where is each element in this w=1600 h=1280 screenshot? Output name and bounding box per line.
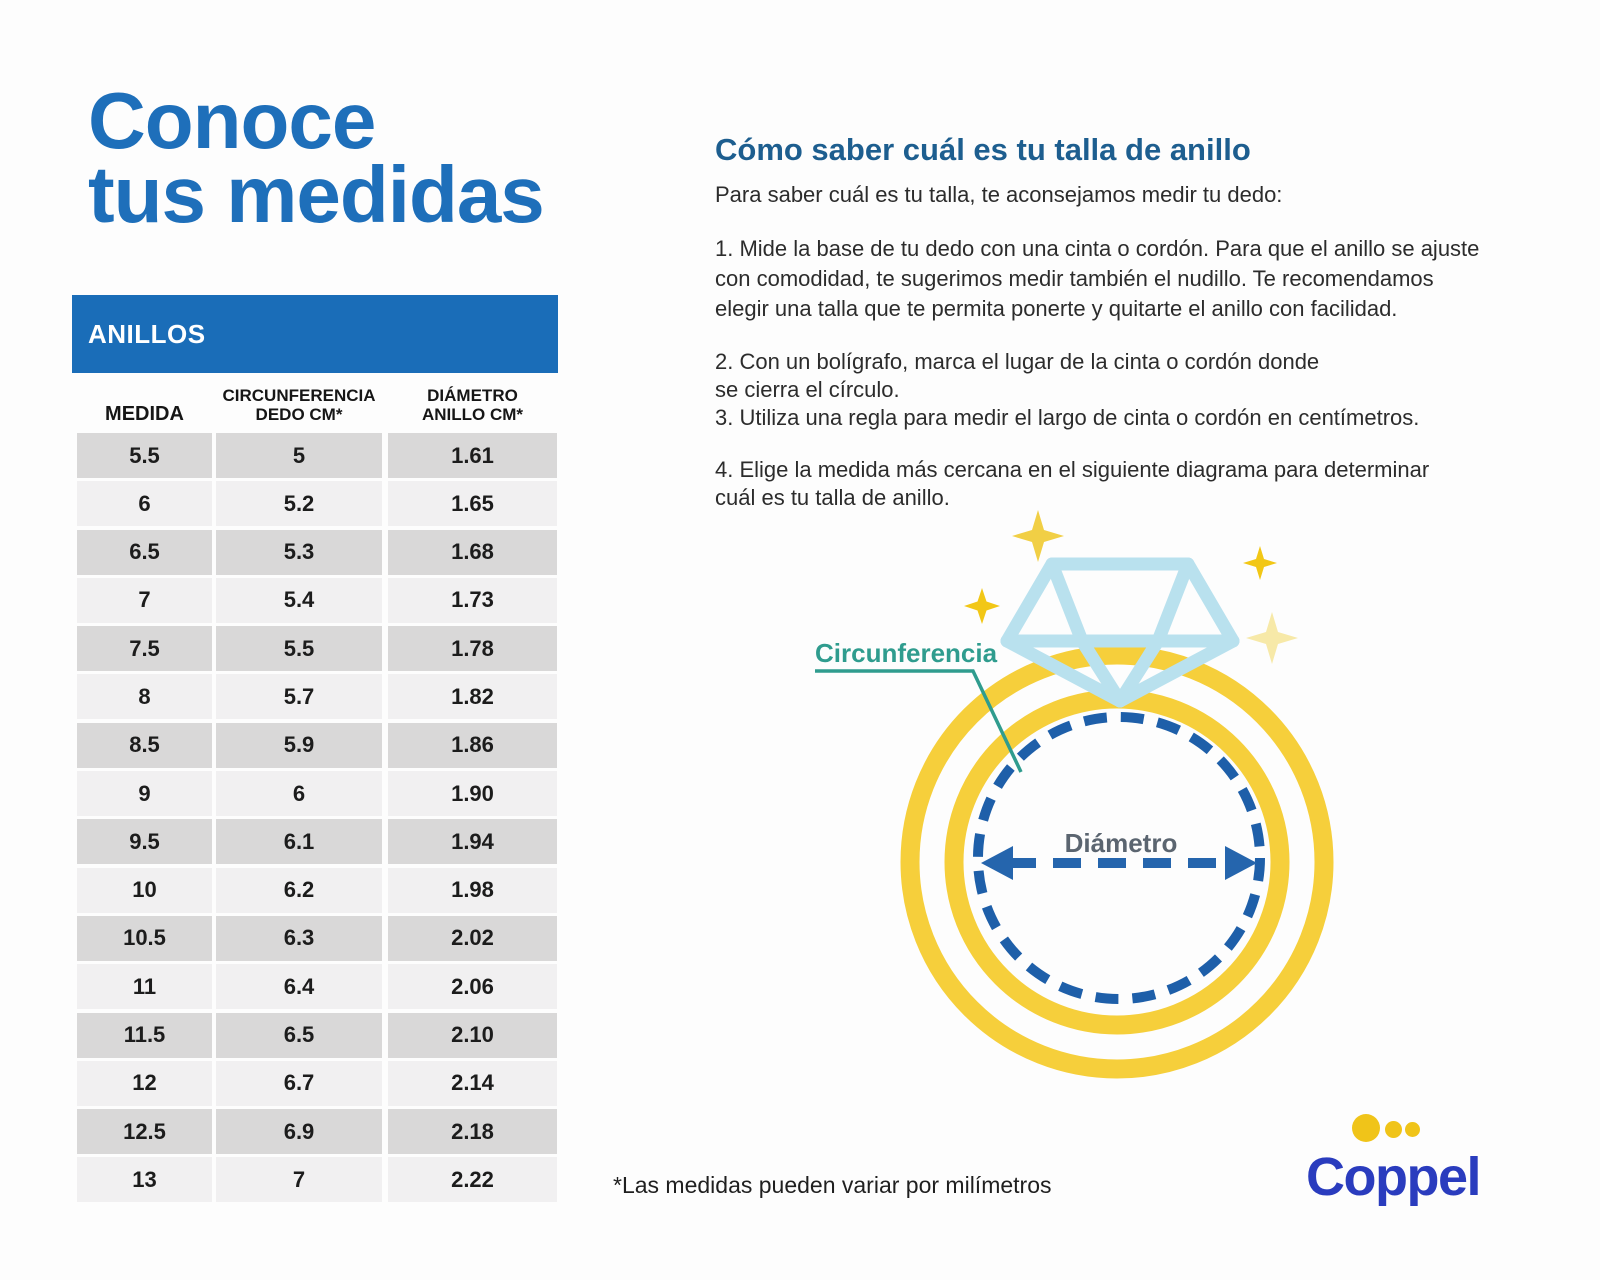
table-row: 8 5.7 1.82 — [77, 674, 557, 720]
table-cell: 5.3 — [216, 529, 382, 575]
table-cell: 2.18 — [388, 1109, 557, 1155]
table-cell: 5.4 — [216, 577, 382, 623]
table-row: 12.5 6.9 2.18 — [77, 1109, 557, 1155]
logo-dot-icon — [1405, 1122, 1420, 1137]
sparkle-icon — [1243, 546, 1277, 580]
circumference-dashed-circle — [973, 712, 1265, 1004]
table-cell: 10 — [77, 867, 212, 913]
table-cell: 11.5 — [77, 1012, 212, 1058]
table-cell: 1.90 — [388, 771, 557, 817]
table-cell: 7 — [77, 577, 212, 623]
circumference-label: Circunferencia — [815, 638, 998, 668]
table-cell: 6.7 — [216, 1060, 382, 1106]
table-cell: 6.5 — [77, 529, 212, 575]
logo-dot-icon — [1352, 1114, 1380, 1142]
table-row: 9.5 6.1 1.94 — [77, 819, 557, 865]
table-cell: 11 — [77, 964, 212, 1010]
table-cell: 7.5 — [77, 626, 212, 672]
table-cell: 8 — [77, 674, 212, 720]
table-row: 11.5 6.5 2.10 — [77, 1012, 557, 1058]
table-cell: 6.4 — [216, 964, 382, 1010]
column-header-circunferencia: CIRCUNFERENCIA DEDO CM* — [222, 386, 376, 424]
table-cell: 5.5 — [216, 626, 382, 672]
table-cell: 7 — [216, 1157, 382, 1203]
rings-table: 5.5 5 1.61 6 5.2 1.65 6.5 5.3 1.68 7 5.4 1.73 7.5 5.5… — [77, 433, 557, 1206]
table-cell: 6.2 — [216, 867, 382, 913]
column-header-medida: MEDIDA — [105, 403, 184, 425]
table-cell: 5.9 — [216, 722, 382, 768]
logo-dot-icon — [1385, 1121, 1402, 1138]
table-cell: 1.78 — [388, 626, 557, 672]
table-cell: 2.06 — [388, 964, 557, 1010]
table-cell: 9 — [77, 771, 212, 817]
table-cell: 6 — [216, 771, 382, 817]
table-cell: 6.9 — [216, 1109, 382, 1155]
table-row: 7 5.4 1.73 — [77, 577, 557, 623]
instruction-step-4: 4. Elige la medida más cercana en el sig… — [715, 457, 1430, 510]
table-cell: 6.5 — [216, 1012, 382, 1058]
table-row: 13 7 2.22 — [77, 1157, 557, 1203]
logo-text: Coppel — [1306, 1147, 1482, 1207]
column-header-diametro: DIÁMETRO ANILLO CM* — [421, 386, 524, 424]
table-row: 10.5 6.3 2.02 — [77, 915, 557, 961]
table-header-label: ANILLOS — [88, 318, 206, 349]
table-row: 6.5 5.3 1.68 — [77, 529, 557, 575]
sparkle-icon — [1246, 612, 1298, 664]
table-cell: 1.86 — [388, 722, 557, 768]
table-cell: 2.14 — [388, 1060, 557, 1106]
table-cell: 6.3 — [216, 915, 382, 961]
table-cell: 2.10 — [388, 1012, 557, 1058]
table-cell: 1.94 — [388, 819, 557, 865]
table-cell: 1.73 — [388, 577, 557, 623]
table-cell: 5.7 — [216, 674, 382, 720]
table-cell: 9.5 — [77, 819, 212, 865]
instructions-heading: Cómo saber cuál es tu talla de anillo — [715, 132, 1251, 167]
sparkle-icon — [964, 588, 1000, 624]
table-cell: 5.2 — [216, 481, 382, 527]
table-row: 11 6.4 2.06 — [77, 964, 557, 1010]
table-cell: 6.1 — [216, 819, 382, 865]
sparkle-icon — [1012, 510, 1064, 562]
table-cell: 12.5 — [77, 1109, 212, 1155]
instruction-steps-2-3: 2. Con un bolígrafo, marca el lugar de l… — [715, 349, 1420, 430]
table-row: 7.5 5.5 1.78 — [77, 626, 557, 672]
instructions-intro: Para saber cuál es tu talla, te aconseja… — [715, 182, 1283, 207]
diamond-icon — [1000, 557, 1240, 708]
table-row: 9 6 1.90 — [77, 771, 557, 817]
table-row: 6 5.2 1.65 — [77, 481, 557, 527]
table-cell: 1.82 — [388, 674, 557, 720]
page-title: Conoce tus medidas — [88, 76, 545, 239]
table-row: 8.5 5.9 1.86 — [77, 722, 557, 768]
table-column-headers: MEDIDA CIRCUNFERENCIA DEDO CM* DIÁMETRO … — [77, 373, 557, 430]
table-cell: 6 — [77, 481, 212, 527]
table-cell: 12 — [77, 1060, 212, 1106]
table-row: 10 6.2 1.98 — [77, 867, 557, 913]
table-cell: 1.68 — [388, 529, 557, 575]
table-cell: 5 — [216, 433, 382, 478]
table-cell: 5.5 — [77, 433, 212, 478]
table-header-bar: ANILLOS — [72, 295, 558, 373]
diameter-label: Diámetro — [1065, 828, 1178, 858]
table-cell: 13 — [77, 1157, 212, 1203]
table-row: 5.5 5 1.61 — [77, 433, 557, 478]
circumference-leader-line — [815, 669, 1023, 773]
ring-band-outer — [900, 645, 1334, 1079]
ring-diagram: Diámetro Circunferencia — [815, 510, 1334, 1079]
table-cell: 1.65 — [388, 481, 557, 527]
table-cell: 1.61 — [388, 433, 557, 478]
diameter-arrow — [981, 846, 1257, 880]
table-row: 12 6.7 2.14 — [77, 1060, 557, 1106]
table-cell: 10.5 — [77, 915, 212, 961]
footnote: *Las medidas pueden variar por milímetro… — [613, 1172, 1052, 1198]
table-cell: 2.22 — [388, 1157, 557, 1203]
table-cell: 2.02 — [388, 915, 557, 961]
instruction-step-1: 1. Mide la base de tu dedo con una cinta… — [715, 236, 1480, 321]
table-cell: 1.98 — [388, 867, 557, 913]
table-cell: 8.5 — [77, 722, 212, 768]
